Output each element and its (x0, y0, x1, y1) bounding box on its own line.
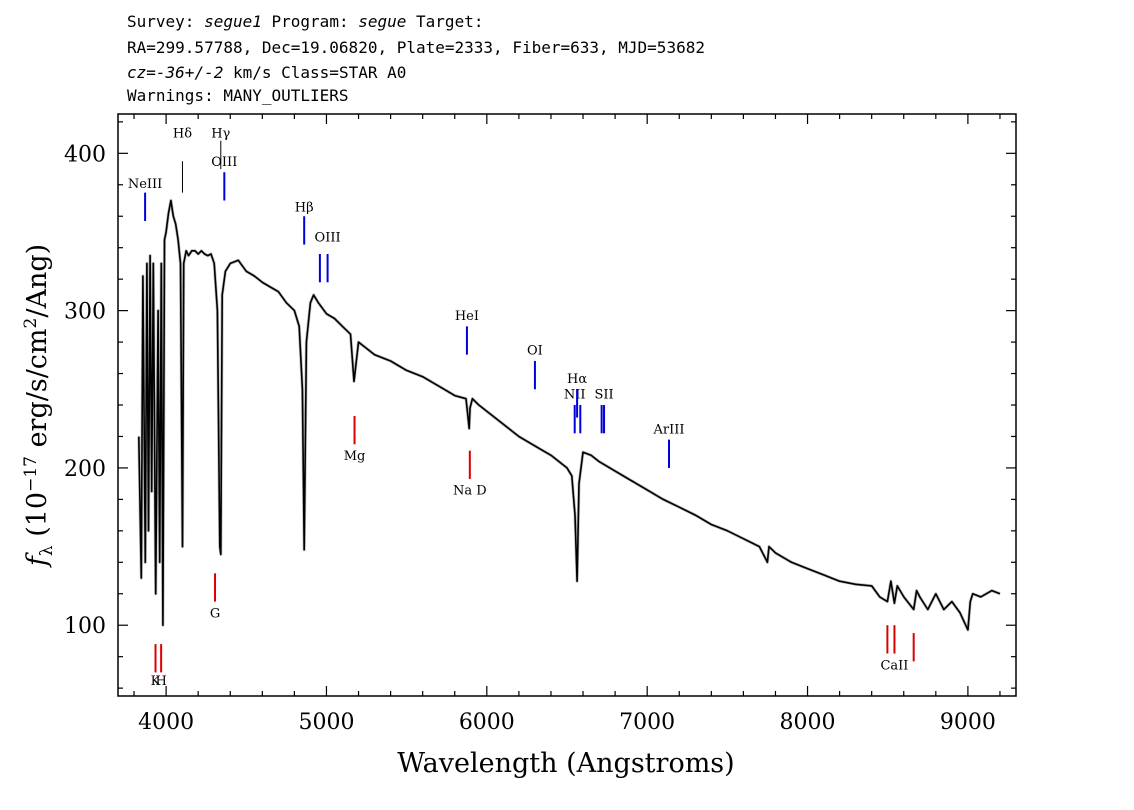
target-label: Target: (416, 12, 484, 31)
header-line-4: Warnings: MANY_OUTLIERS (127, 86, 349, 105)
spectrum-error-band (137, 199, 1001, 632)
marker-label: G (210, 606, 220, 621)
marker-label: Na D (453, 484, 487, 499)
marker-label: Hδ (173, 127, 192, 142)
marker-label: ArIII (652, 422, 684, 437)
header-line-3: cz=-36+/-2 km/s Class=STAR A0 (127, 63, 406, 83)
program-value: segue (358, 12, 407, 31)
plot-frame-rect (117, 113, 1017, 697)
y-tick-label: 200 (64, 457, 106, 482)
marker-label: Hγ (211, 127, 230, 142)
x-tick-label: 4000 (138, 710, 194, 735)
y-axis-label-text: fλ (10−17 erg/s/cm2/Ang) (21, 244, 57, 568)
header-line-2: RA=299.57788, Dec=19.06820, Plate=2333, … (127, 38, 705, 57)
marker-label: OIII (315, 230, 341, 245)
y-tick-label: 400 (64, 142, 106, 167)
y-axis-label: fλ (10−17 erg/s/cm2/Ang) (21, 244, 57, 568)
marker-label: CaII (880, 658, 908, 673)
marker-label: HeI (455, 309, 479, 324)
marker-label: OI (527, 344, 543, 359)
series (137, 199, 1001, 632)
marker-label: Mg (344, 449, 366, 464)
cz-value: -36+/-2 (155, 63, 224, 82)
x-tick-label: 9000 (940, 710, 996, 735)
y-tick-label: 100 (64, 614, 106, 639)
marker-label: SII (594, 388, 613, 403)
x-axis-label: Wavelength (Angstroms) (397, 748, 734, 779)
marker-label: H (155, 674, 166, 689)
axes: 4000 5000 6000 7000 8000 9000 100 200 300 400 (64, 114, 1016, 735)
spectrum-line (138, 199, 1001, 631)
cz-label: cz= (127, 63, 156, 82)
marker-label: OIII (211, 155, 237, 170)
marker-label: Hα (567, 372, 587, 387)
y-tick-label: 300 (64, 300, 106, 325)
x-tick-label: 8000 (780, 710, 836, 735)
marker-label: K (151, 674, 161, 689)
program-label: Program: (271, 12, 349, 31)
x-tick-label: 6000 (459, 710, 515, 735)
x-tick-label: 5000 (298, 710, 354, 735)
survey-value: segue1 (204, 12, 262, 31)
cz-rest: km/s Class=STAR A0 (223, 63, 407, 82)
marker-label: Hβ (295, 201, 314, 216)
x-tick-label: 7000 (619, 710, 675, 735)
plot-frame (117, 113, 1017, 697)
survey-label: Survey: (127, 12, 195, 31)
header-line-1: Survey: segue1 Program: segue Target: (127, 12, 483, 32)
marker-label: NeIII (128, 177, 162, 192)
marker-label: NII (564, 388, 586, 403)
